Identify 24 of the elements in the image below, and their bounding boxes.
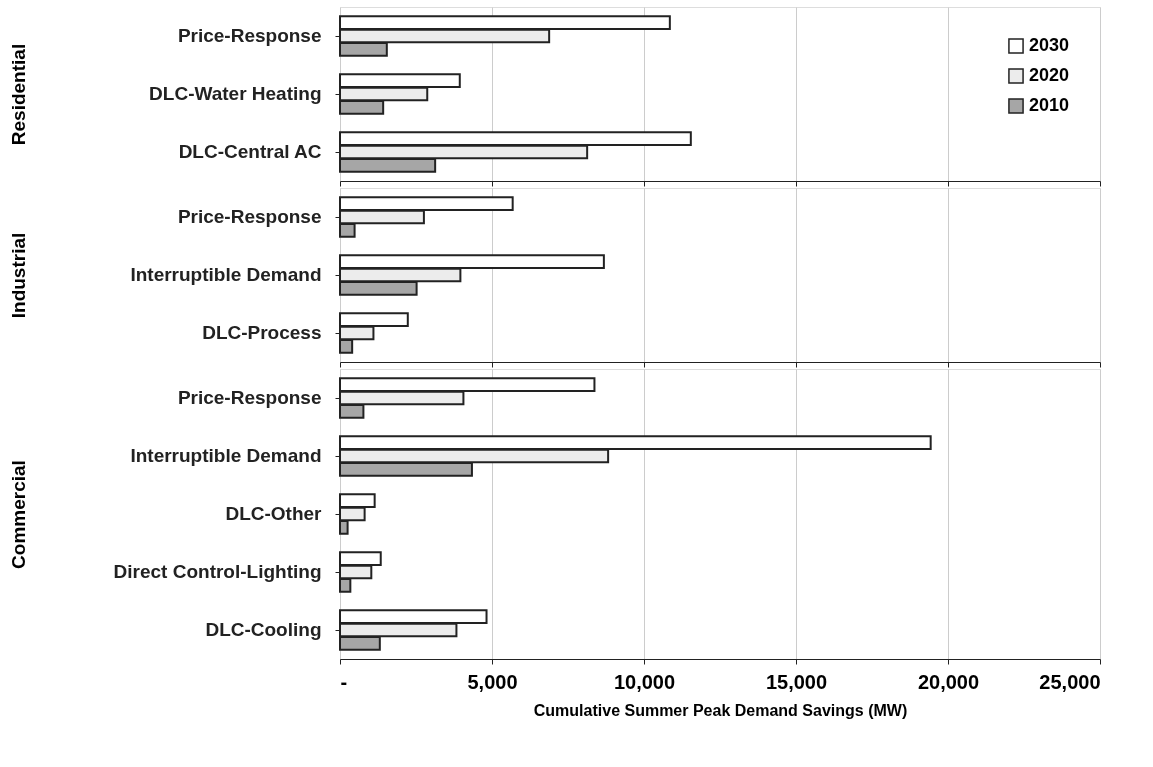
- y-tick-label: DLC-Central AC: [178, 141, 322, 162]
- x-tick-label: 15,000: [765, 670, 828, 693]
- y-tick-label: Price-Response: [177, 387, 322, 408]
- y-axis-title: Residential: [7, 43, 29, 146]
- y-tick-label: Price-Response: [177, 25, 322, 46]
- x-tick-label: -: [340, 670, 348, 693]
- x-tick-label: 5,000: [467, 670, 518, 693]
- x-tick-label: 10,000: [613, 670, 676, 693]
- y-tick-label: Price-Response: [177, 206, 322, 227]
- y-tick-label: DLC-Other: [225, 503, 323, 524]
- y-tick-label: DLC-Water Heating: [149, 83, 322, 104]
- y-tick-label: Interruptible Demand: [130, 264, 322, 285]
- x-axis-title: Cumulative Summer Peak Demand Savings (MW): [533, 701, 908, 719]
- legend-label: 2030: [1029, 35, 1070, 55]
- legend-label: 2020: [1029, 65, 1070, 85]
- x-tick-label: 25,000: [1039, 670, 1101, 693]
- y-axis-title: Commercial: [7, 460, 29, 569]
- y-tick-label: DLC-Process: [202, 322, 322, 343]
- y-axis-title: Industrial: [7, 232, 29, 319]
- y-tick-label: Interruptible Demand: [130, 445, 322, 466]
- x-tick-label: 20,000: [917, 670, 980, 693]
- y-tick-label: Direct Control-Lighting: [113, 561, 322, 582]
- legend-label: 2010: [1029, 95, 1070, 115]
- y-tick-label: DLC-Cooling: [205, 619, 322, 640]
